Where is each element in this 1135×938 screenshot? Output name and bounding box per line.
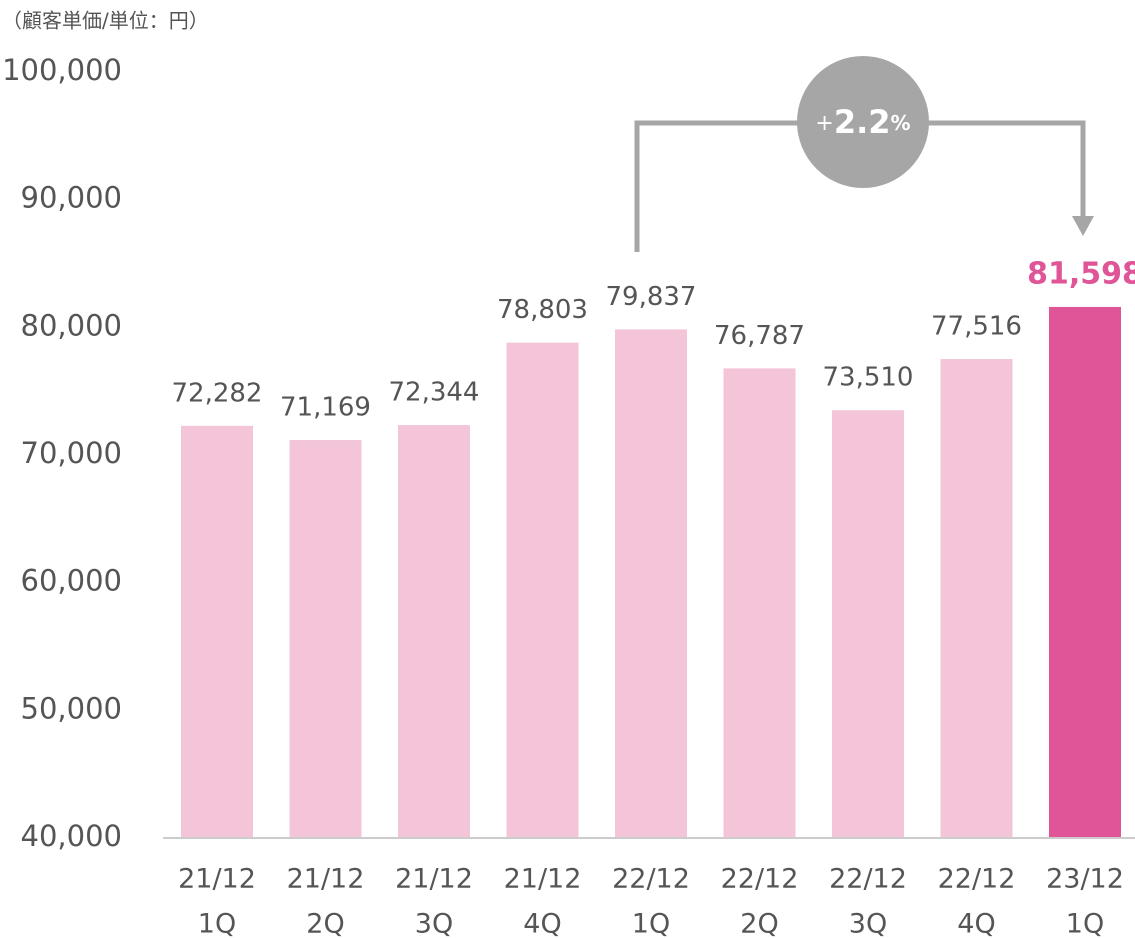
change-text: +2.2% [815, 103, 910, 141]
x-tick-label: 1Q [632, 909, 670, 938]
y-tick-label: 90,000 [21, 181, 122, 215]
x-tick-label: 22/12 [829, 864, 907, 895]
value-label: 77,516 [931, 312, 1022, 342]
value-label: 71,169 [280, 393, 371, 423]
x-tick-label: 1Q [198, 909, 236, 938]
value-label: 72,344 [389, 378, 480, 408]
value-label: 76,787 [714, 321, 805, 351]
x-tick-label: 22/12 [612, 864, 690, 895]
arrow-head [1072, 216, 1094, 236]
value-label: 73,510 [823, 363, 914, 393]
x-tick-label: 4Q [523, 909, 561, 938]
x-tick-label: 1Q [1066, 909, 1104, 938]
bar [723, 368, 796, 838]
value-label: 72,282 [172, 378, 263, 408]
y-tick-label: 50,000 [21, 691, 122, 725]
y-tick-label: 60,000 [21, 564, 122, 598]
bar [506, 342, 579, 838]
x-tick-label: 2Q [306, 909, 344, 938]
x-tick-label: 21/12 [287, 864, 365, 895]
x-tick-label: 21/12 [504, 864, 582, 895]
change-sign: + [815, 111, 833, 136]
x-tick-label: 21/12 [395, 864, 473, 895]
x-tick-label: 21/12 [178, 864, 256, 895]
y-tick-label: 40,000 [21, 819, 122, 853]
bar [615, 329, 687, 838]
change-badge [797, 56, 929, 188]
y-tick-label: 70,000 [21, 436, 122, 470]
bar [181, 425, 253, 838]
x-tick-label: 2Q [740, 909, 778, 938]
y-tick-label: 80,000 [21, 308, 122, 342]
x-tick-label: 22/12 [938, 864, 1016, 895]
bar [398, 425, 470, 838]
bar [289, 440, 362, 838]
value-label: 79,837 [606, 282, 697, 312]
change-bracket: +2.2% [634, 56, 1094, 252]
x-tick-label: 22/12 [721, 864, 799, 895]
y-tick-label: 100,000 [2, 53, 122, 87]
bar [1049, 306, 1121, 838]
x-tick-label: 23/12 [1046, 864, 1124, 895]
x-tick-label: 3Q [849, 909, 887, 938]
value-label: 81,598 [1027, 256, 1135, 291]
x-tick-label: 3Q [415, 909, 453, 938]
unit-label: （顧客単価/単位：円） [2, 9, 209, 33]
change-value: 2.2 [834, 103, 891, 141]
change-unit: % [891, 111, 911, 135]
x-tick-label: 4Q [957, 909, 995, 938]
bar [940, 359, 1013, 838]
value-label: 78,803 [497, 295, 588, 325]
bar [832, 410, 904, 838]
